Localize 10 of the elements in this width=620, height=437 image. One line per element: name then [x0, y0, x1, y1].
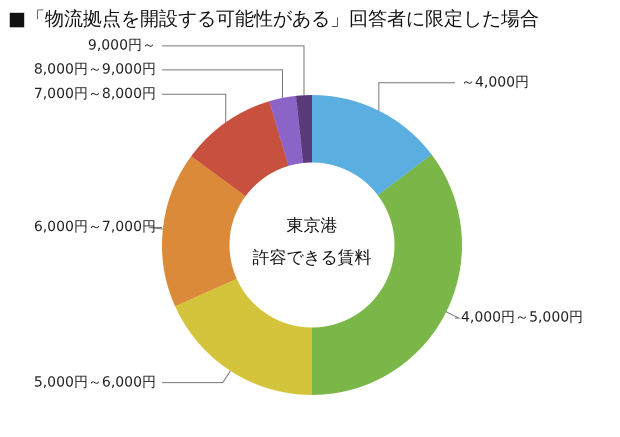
slice-label: ～4,000円 — [461, 74, 530, 90]
slice-label: 8,000円～9,000円 — [34, 62, 156, 78]
slice-label: 6,000円～7,000円 — [34, 219, 156, 236]
slice-label: 9,000円～ — [88, 38, 156, 54]
text: 東京港 — [286, 215, 338, 238]
slice-label: 7,000円～8,000円 — [34, 86, 156, 102]
slice-label: 4,000円～5,000円 — [461, 310, 584, 326]
chart-title: ■「物流拠点を開設する可能性がある」回答者に限定した場合 — [8, 7, 539, 32]
text: 許容できる賃料 — [252, 247, 372, 270]
slice-label: 5,000円～6,000円 — [34, 374, 156, 390]
